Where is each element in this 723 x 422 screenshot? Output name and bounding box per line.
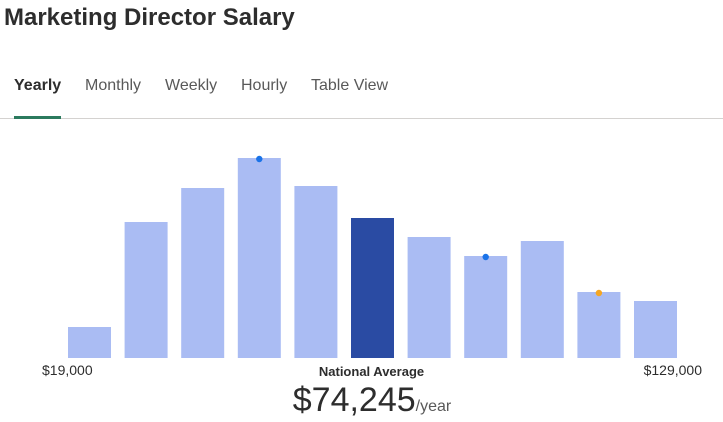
histogram-bar [294, 186, 338, 358]
histogram-bar [577, 292, 621, 358]
tab-hourly[interactable]: Hourly [241, 77, 288, 94]
bar-marker-dot [256, 155, 263, 163]
national-average-label: National Average [318, 364, 425, 379]
histogram-bar [407, 237, 451, 358]
bar-marker-dot [482, 253, 489, 261]
average-salary: $74,245/year [222, 381, 522, 420]
histogram-bar [634, 301, 677, 358]
histogram-bar-national-average [351, 218, 394, 358]
histogram-bar [237, 158, 281, 358]
salary-period-tabs: Yearly Monthly Weekly Hourly Table View [0, 70, 723, 119]
histogram-bar [124, 222, 168, 358]
average-salary-unit: /year [415, 398, 452, 415]
bar-marker-dot [595, 289, 603, 297]
histogram-bar [520, 241, 564, 358]
tab-monthly[interactable]: Monthly [85, 77, 142, 94]
tab-yearly[interactable]: Yearly [14, 70, 62, 119]
tab-weekly[interactable]: Weekly [165, 77, 218, 94]
histogram-bar [181, 188, 225, 358]
average-salary-value: $74,245 [292, 381, 416, 419]
max-salary-label: $129,000 [643, 362, 702, 378]
histogram-bar [68, 327, 111, 358]
salary-histogram [68, 155, 677, 358]
min-salary-label: $19,000 [42, 362, 93, 378]
tab-table-view[interactable]: Table View [311, 77, 389, 94]
histogram-bar [464, 256, 508, 358]
page-title: Marketing Director Salary [4, 4, 295, 31]
